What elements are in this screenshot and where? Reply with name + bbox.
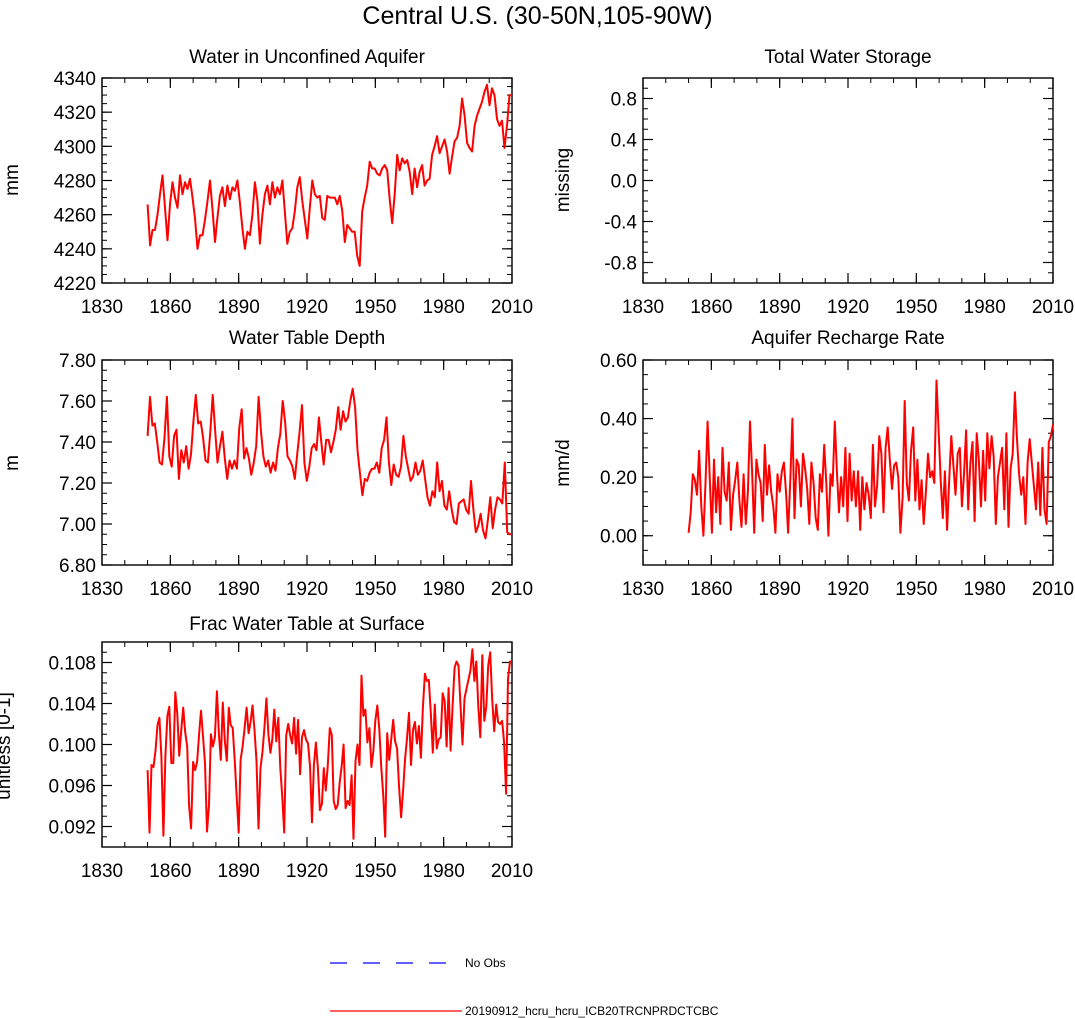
x-tick-label: 1950 — [895, 297, 937, 318]
y-tick-label: 0.092 — [48, 818, 96, 839]
plot-area: 1830 1860 1890 1920 1950 1980 2010 6.80 7.00 7.20… — [59, 351, 533, 600]
y-tick-label: 6.80 — [59, 556, 96, 577]
panel-title: Water in Unconfined Aquifer — [189, 47, 426, 68]
x-tick-label: 1830 — [622, 297, 664, 318]
y-tick-label: 7.80 — [59, 351, 96, 372]
series-line-frac — [146, 648, 512, 840]
y-tick-label: -0.8 — [604, 254, 637, 275]
plot-frame — [642, 77, 1054, 284]
x-tick-label: 2010 — [491, 297, 533, 318]
x-tick-label: 1980 — [964, 579, 1006, 600]
x-tick-label: 1830 — [81, 297, 123, 318]
x-tick-label: 1980 — [423, 579, 465, 600]
y-tick-label: 7.20 — [59, 474, 96, 495]
x-tick-label: 1860 — [149, 861, 191, 882]
panel-title: Frac Water Table at Surface — [189, 614, 425, 635]
y-tick-label: 0.096 — [48, 777, 96, 798]
x-tick-label: 1860 — [149, 579, 191, 600]
y-tick-label: 4300 — [54, 137, 96, 158]
x-tick-label: 1980 — [423, 297, 465, 318]
legend: No Obs 20190912_hcru_hcru_ICB20TRCNPRDCT… — [330, 956, 719, 1018]
x-tick-label: 1920 — [286, 297, 328, 318]
plot-area: 1830 1860 1890 1920 1950 1980 2010 -0.8 -0.4 0.0 0… — [604, 77, 1074, 318]
y-axis-label: m — [2, 455, 23, 471]
y-tick-label: 0.60 — [600, 351, 637, 372]
x-tick-label: 1830 — [81, 579, 123, 600]
y-tick-label: 0.0 — [611, 172, 637, 193]
x-tick-label: 1860 — [149, 297, 191, 318]
panel-title: Aquifer Recharge Rate — [751, 328, 944, 349]
y-axis-label: missing — [553, 148, 574, 212]
panel-total-water-storage: Total Water Storage missing 1830 1860 1890… — [553, 47, 1074, 318]
y-tick-label: 0.104 — [48, 695, 96, 716]
x-tick-label: 1950 — [354, 861, 396, 882]
x-tick-label: 1980 — [423, 861, 465, 882]
y-tick-label: 7.60 — [59, 392, 96, 413]
series-line-recharge — [687, 379, 1054, 537]
figure-title: Central U.S. (30-50N,105-90W) — [362, 2, 713, 30]
y-tick-label: 0.40 — [600, 410, 637, 431]
plot-area: 1830 1860 1890 1920 1950 1980 2010 0.092 0.096 0.… — [48, 641, 533, 882]
x-tick-label: 1920 — [286, 861, 328, 882]
x-tick-label: 2010 — [1032, 297, 1074, 318]
y-tick-label: 0.100 — [48, 736, 96, 757]
x-tick-label: 1890 — [218, 861, 260, 882]
y-tick-label: 4320 — [54, 103, 96, 124]
y-tick-label: 7.40 — [59, 433, 96, 454]
y-tick-label: 0.108 — [48, 654, 96, 675]
series-line-wtd — [146, 387, 512, 540]
x-tick-label: 1920 — [286, 579, 328, 600]
y-tick-label: 0.8 — [611, 90, 637, 111]
x-tick-label: 1890 — [759, 579, 801, 600]
y-tick-label: 4260 — [54, 206, 96, 227]
legend-label-model: 20190912_hcru_hcru_ICB20TRCNPRDCTCBC — [465, 1004, 719, 1018]
legend-label-no-obs: No Obs — [465, 956, 506, 970]
plot-area: 1830 1860 1890 1920 1950 1980 2010 0.00 0.20 0.40… — [600, 351, 1074, 600]
y-tick-label: 4280 — [54, 172, 96, 193]
x-tick-label: 1830 — [622, 579, 664, 600]
y-tick-label: 0.00 — [600, 527, 637, 548]
plot-frame — [101, 359, 513, 566]
series-line-unconfined — [146, 83, 512, 267]
x-tick-label: 2010 — [491, 861, 533, 882]
y-axis-label: mm/d — [553, 439, 574, 487]
y-tick-label: 4340 — [54, 69, 96, 90]
y-tick-label: 0.4 — [611, 131, 638, 152]
panel-aquifer-recharge-rate: Aquifer Recharge Rate mm/d 1830 1860 1890 1… — [553, 328, 1074, 600]
y-tick-label: 7.00 — [59, 515, 96, 536]
panel-unconfined-aquifer: Water in Unconfined Aquifer mm 1830 1860 1… — [2, 47, 533, 318]
x-tick-label: 1920 — [827, 579, 869, 600]
y-tick-label: 4240 — [54, 240, 96, 261]
panel-title: Total Water Storage — [764, 47, 931, 68]
y-axis-label: unitless [0-1] — [0, 692, 15, 800]
y-axis-label: mm — [2, 164, 23, 196]
y-tick-label: -0.4 — [604, 213, 637, 234]
x-tick-label: 1890 — [759, 297, 801, 318]
x-tick-label: 1980 — [964, 297, 1006, 318]
x-tick-label: 1860 — [690, 579, 732, 600]
x-tick-label: 1950 — [895, 579, 937, 600]
plot-area: 1830 1860 1890 1920 1950 1980 2010 4220 4240 4260… — [54, 69, 533, 318]
x-tick-label: 1950 — [354, 579, 396, 600]
panel-title: Water Table Depth — [229, 328, 385, 349]
panel-frac-water-table: Frac Water Table at Surface unitless [0-… — [0, 614, 533, 882]
plot-frame — [642, 359, 1054, 566]
x-tick-label: 1890 — [218, 297, 260, 318]
x-tick-label: 1920 — [827, 297, 869, 318]
x-tick-label: 2010 — [491, 579, 533, 600]
x-tick-label: 2010 — [1032, 579, 1074, 600]
x-tick-label: 1950 — [354, 297, 396, 318]
y-tick-label: 4220 — [54, 274, 96, 295]
x-tick-label: 1830 — [81, 861, 123, 882]
panel-water-table-depth: Water Table Depth m 1830 1860 1890 1920 1950… — [2, 328, 533, 600]
x-tick-label: 1890 — [218, 579, 260, 600]
y-tick-label: 0.20 — [600, 468, 637, 489]
x-tick-label: 1860 — [690, 297, 732, 318]
